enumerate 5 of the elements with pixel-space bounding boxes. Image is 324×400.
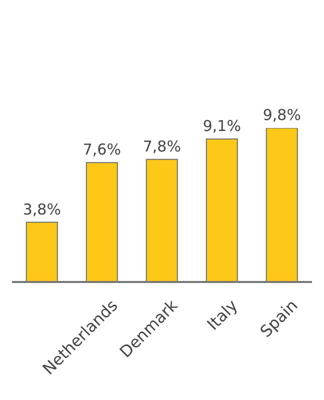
data-label: 7,8% xyxy=(142,137,181,156)
data-label: 3,8% xyxy=(22,200,61,218)
data-label: 7,6% xyxy=(82,140,121,159)
data-label: 9,8% xyxy=(262,106,301,124)
data-label: 9,1% xyxy=(202,117,241,135)
